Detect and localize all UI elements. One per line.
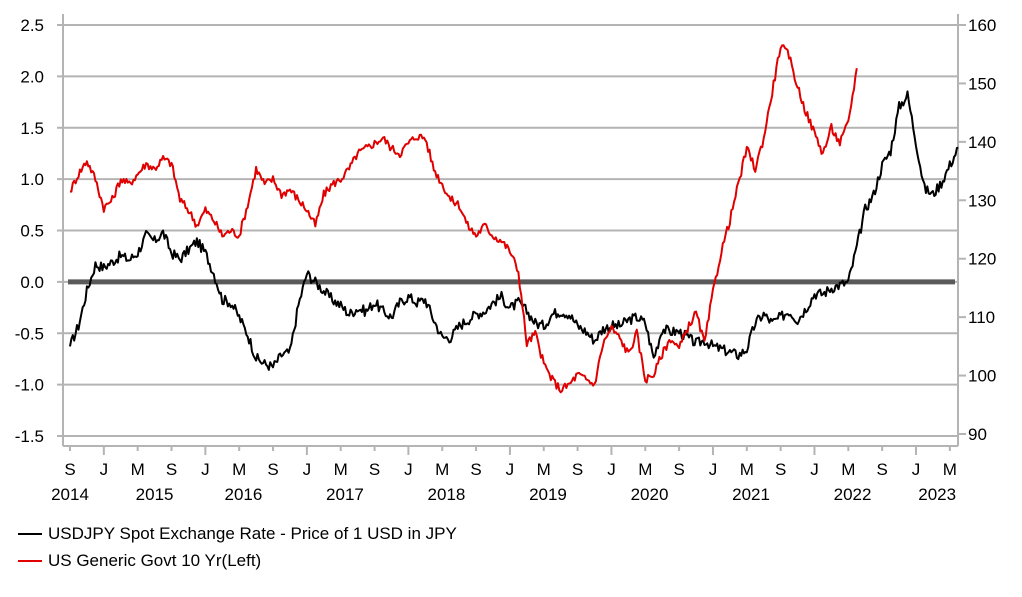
x-month-tick-label: S xyxy=(673,460,684,479)
x-month-tick-label: S xyxy=(267,460,278,479)
x-month-tick-label: S xyxy=(470,460,481,479)
x-year-label: 2018 xyxy=(428,485,466,504)
x-month-tick-label: S xyxy=(369,460,380,479)
x-month-tick-label: S xyxy=(64,460,75,479)
x-month-tick-label: J xyxy=(506,460,515,479)
series-line-us10y xyxy=(69,44,858,394)
y-right-tick-label: 160 xyxy=(968,16,996,35)
x-year-label: 2019 xyxy=(529,485,567,504)
x-month-tick-label: M xyxy=(232,460,246,479)
x-month-tick-label: M xyxy=(638,460,652,479)
x-month-tick-label: S xyxy=(166,460,177,479)
y-left-tick-label: -0.5 xyxy=(15,324,44,343)
x-month-tick-label: S xyxy=(775,460,786,479)
x-month-tick-label: J xyxy=(709,460,718,479)
y-right-tick-label: 90 xyxy=(968,425,987,444)
x-month-tick-label: J xyxy=(404,460,413,479)
y-left-tick-label: 2.0 xyxy=(20,67,44,86)
x-year-label: 2017 xyxy=(326,485,364,504)
y-right-tick-label: 130 xyxy=(968,191,996,210)
y-left-tick-label: -1.5 xyxy=(15,427,44,446)
legend-swatch-usdjpy xyxy=(18,532,42,535)
x-month-tick-label: J xyxy=(912,460,921,479)
x-year-label: 2015 xyxy=(136,485,174,504)
x-year-label: 2014 xyxy=(51,485,89,504)
x-month-tick-label: M xyxy=(435,460,449,479)
legend-item-usdjpy: USDJPY Spot Exchange Rate - Price of 1 U… xyxy=(18,520,457,547)
y-right-tick-label: 100 xyxy=(968,367,996,386)
x-month-tick-label: M xyxy=(943,460,957,479)
gridlines xyxy=(57,24,958,437)
x-month-tick-label: M xyxy=(537,460,551,479)
x-year-label: 2021 xyxy=(732,485,770,504)
x-month-tick-label: M xyxy=(740,460,754,479)
x-year-label: 2022 xyxy=(834,485,872,504)
y-left-tick-label: 1.5 xyxy=(20,119,44,138)
y-left-tick-label: -1.0 xyxy=(15,376,44,395)
x-month-tick-label: J xyxy=(810,460,819,479)
y-right-tick-label: 150 xyxy=(968,74,996,93)
axes xyxy=(62,14,966,455)
legend-swatch-us10y xyxy=(18,559,42,562)
x-month-tick-label: S xyxy=(876,460,887,479)
x-month-tick-label: M xyxy=(334,460,348,479)
y-right-tick-label: 110 xyxy=(968,308,995,327)
y-left-tick-label: 0.0 xyxy=(20,273,44,292)
legend-label-usdjpy: USDJPY Spot Exchange Rate - Price of 1 U… xyxy=(48,523,457,543)
x-month-tick-label: J xyxy=(607,460,616,479)
x-year-label: 2020 xyxy=(631,485,669,504)
x-month-tick-label: J xyxy=(100,460,109,479)
legend-item-us10y: US Generic Govt 10 Yr(Left) xyxy=(18,547,457,574)
y-right-tick-label: 140 xyxy=(968,133,996,152)
tick-labels: 2.5 2.0 1.5 1.0 0.5 0.0 -0.5 -1.0 -1.5 160 150 140 1… xyxy=(15,16,997,504)
x-month-tick-label: S xyxy=(572,460,583,479)
x-month-tick-label: M xyxy=(841,460,855,479)
x-year-label: 2023 xyxy=(918,485,956,504)
x-year-label: 2016 xyxy=(225,485,263,504)
x-month-tick-label: J xyxy=(201,460,210,479)
y-left-tick-label: 0.5 xyxy=(20,222,44,241)
y-left-tick-label: 1.0 xyxy=(20,170,44,189)
y-left-tick-label: 2.5 xyxy=(20,16,44,35)
series-lines xyxy=(68,44,959,394)
legend: USDJPY Spot Exchange Rate - Price of 1 U… xyxy=(18,520,457,574)
series-line-usdjpy xyxy=(69,90,959,371)
x-month-tick-label: M xyxy=(131,460,145,479)
legend-label-us10y: US Generic Govt 10 Yr(Left) xyxy=(48,550,262,570)
y-right-tick-label: 120 xyxy=(968,250,996,269)
x-month-tick-label: J xyxy=(303,460,312,479)
dual-axis-line-chart: 2.5 2.0 1.5 1.0 0.5 0.0 -0.5 -1.0 -1.5 160 150 140 1… xyxy=(15,14,997,504)
